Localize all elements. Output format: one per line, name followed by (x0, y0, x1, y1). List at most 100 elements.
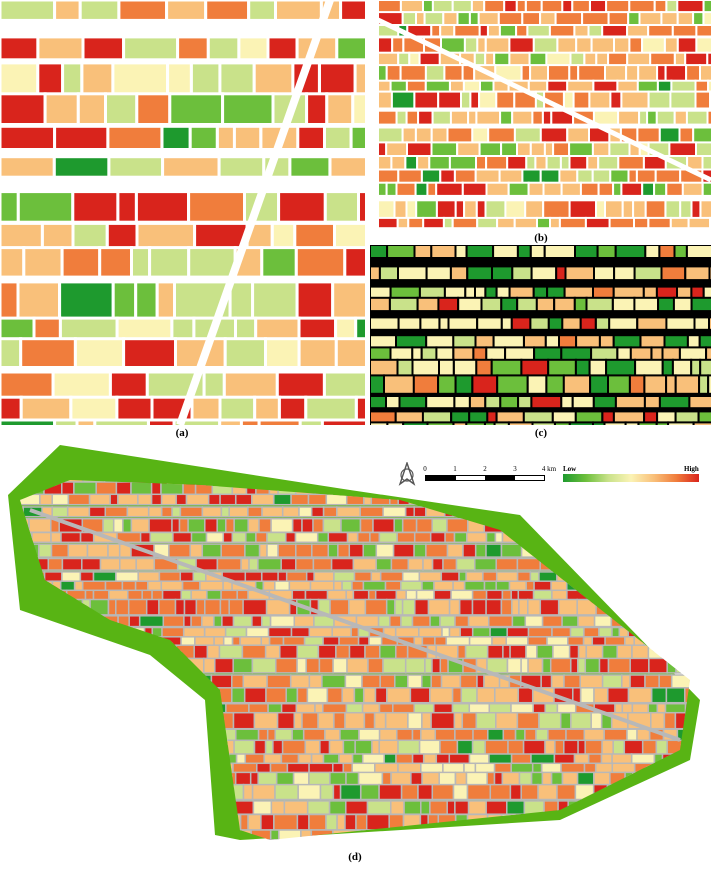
land-parcel (0, 190, 20, 224)
land-parcel (396, 531, 416, 544)
land-parcel (61, 557, 83, 571)
land-parcel (541, 615, 563, 628)
land-parcel (636, 79, 659, 94)
land-parcel (597, 181, 615, 197)
land-parcel (671, 24, 698, 38)
land-parcel (370, 316, 400, 331)
land-parcel (707, 374, 711, 395)
land-parcel (417, 109, 434, 126)
land-parcel (418, 285, 446, 300)
land-parcel (665, 181, 684, 197)
land-parcel (388, 296, 419, 313)
land-parcel (557, 598, 578, 616)
land-parcel (134, 190, 190, 224)
land-parcel (223, 337, 267, 370)
land-parcel (402, 421, 429, 425)
land-parcel (453, 711, 464, 730)
land-parcel (401, 126, 417, 145)
land-parcel (520, 358, 550, 377)
land-parcel (373, 711, 387, 730)
land-parcel (663, 36, 679, 55)
land-parcel (0, 418, 57, 425)
land-parcel (485, 531, 497, 544)
land-parcel (442, 216, 454, 230)
land-parcel (419, 316, 441, 331)
land-parcel (593, 615, 613, 628)
land-parcel (134, 280, 159, 324)
land-parcel (592, 395, 617, 410)
legend-high-label: High (684, 465, 699, 473)
land-parcel (409, 687, 431, 704)
map-panel-a (0, 0, 365, 425)
land-parcel (475, 109, 502, 126)
land-parcel (687, 216, 711, 230)
land-parcel (462, 543, 477, 558)
land-parcel (690, 358, 702, 377)
land-parcel (81, 35, 126, 62)
land-parcel (139, 531, 151, 544)
land-parcel (328, 800, 347, 815)
land-parcel (393, 517, 404, 534)
land-parcel (397, 265, 428, 282)
land-parcel (577, 657, 587, 674)
land-parcel (328, 155, 365, 179)
land-parcel (641, 36, 666, 55)
land-parcel (52, 155, 111, 179)
land-parcel (676, 36, 698, 55)
land-parcel (439, 24, 456, 38)
land-parcel (492, 245, 519, 259)
land-parcel (478, 90, 498, 110)
land-parcel (343, 246, 365, 279)
land-parcel (370, 285, 392, 300)
land-parcel (435, 199, 457, 220)
land-parcel (325, 493, 348, 506)
land-parcel (323, 190, 361, 224)
land-parcel (570, 657, 579, 674)
land-parcel (414, 181, 429, 197)
land-parcel (0, 337, 23, 370)
land-parcel (673, 245, 688, 259)
main-road (378, 17, 711, 183)
land-parcel (426, 421, 455, 425)
land-parcel (330, 557, 355, 571)
land-parcel (463, 199, 478, 220)
land-parcel (552, 644, 571, 660)
land-parcel (332, 783, 342, 801)
land-parcel (306, 687, 329, 704)
land-parcel (160, 506, 173, 518)
land-parcel (658, 245, 676, 259)
land-parcel (172, 531, 193, 544)
land-parcel (66, 506, 91, 518)
land-parcel (322, 506, 338, 518)
land-parcel (601, 644, 618, 660)
land-parcel (471, 598, 487, 616)
land-parcel (389, 79, 408, 94)
land-parcel (650, 687, 668, 704)
land-parcel (204, 598, 222, 616)
land-parcel (673, 109, 689, 126)
land-parcel (575, 36, 593, 55)
land-parcel (187, 517, 206, 534)
land-parcel (67, 493, 91, 506)
land-parcel (111, 280, 138, 324)
land-parcel (294, 531, 319, 544)
land-parcel (99, 557, 121, 571)
land-parcel (439, 657, 449, 674)
land-parcel (471, 374, 499, 395)
land-parcel (404, 657, 426, 674)
land-parcel (475, 199, 487, 220)
land-parcel (563, 90, 575, 110)
land-parcel (708, 265, 711, 282)
land-parcel (620, 181, 644, 197)
land-parcel (593, 265, 616, 282)
land-parcel (527, 181, 545, 197)
land-parcel (215, 124, 236, 152)
land-parcel (430, 126, 449, 145)
scale-tick: 0 (423, 465, 427, 473)
land-parcel (415, 199, 438, 220)
land-parcel (247, 517, 260, 534)
land-parcel (203, 657, 216, 674)
land-parcel (243, 687, 267, 704)
land-parcel (568, 644, 580, 660)
land-parcel (372, 517, 395, 534)
